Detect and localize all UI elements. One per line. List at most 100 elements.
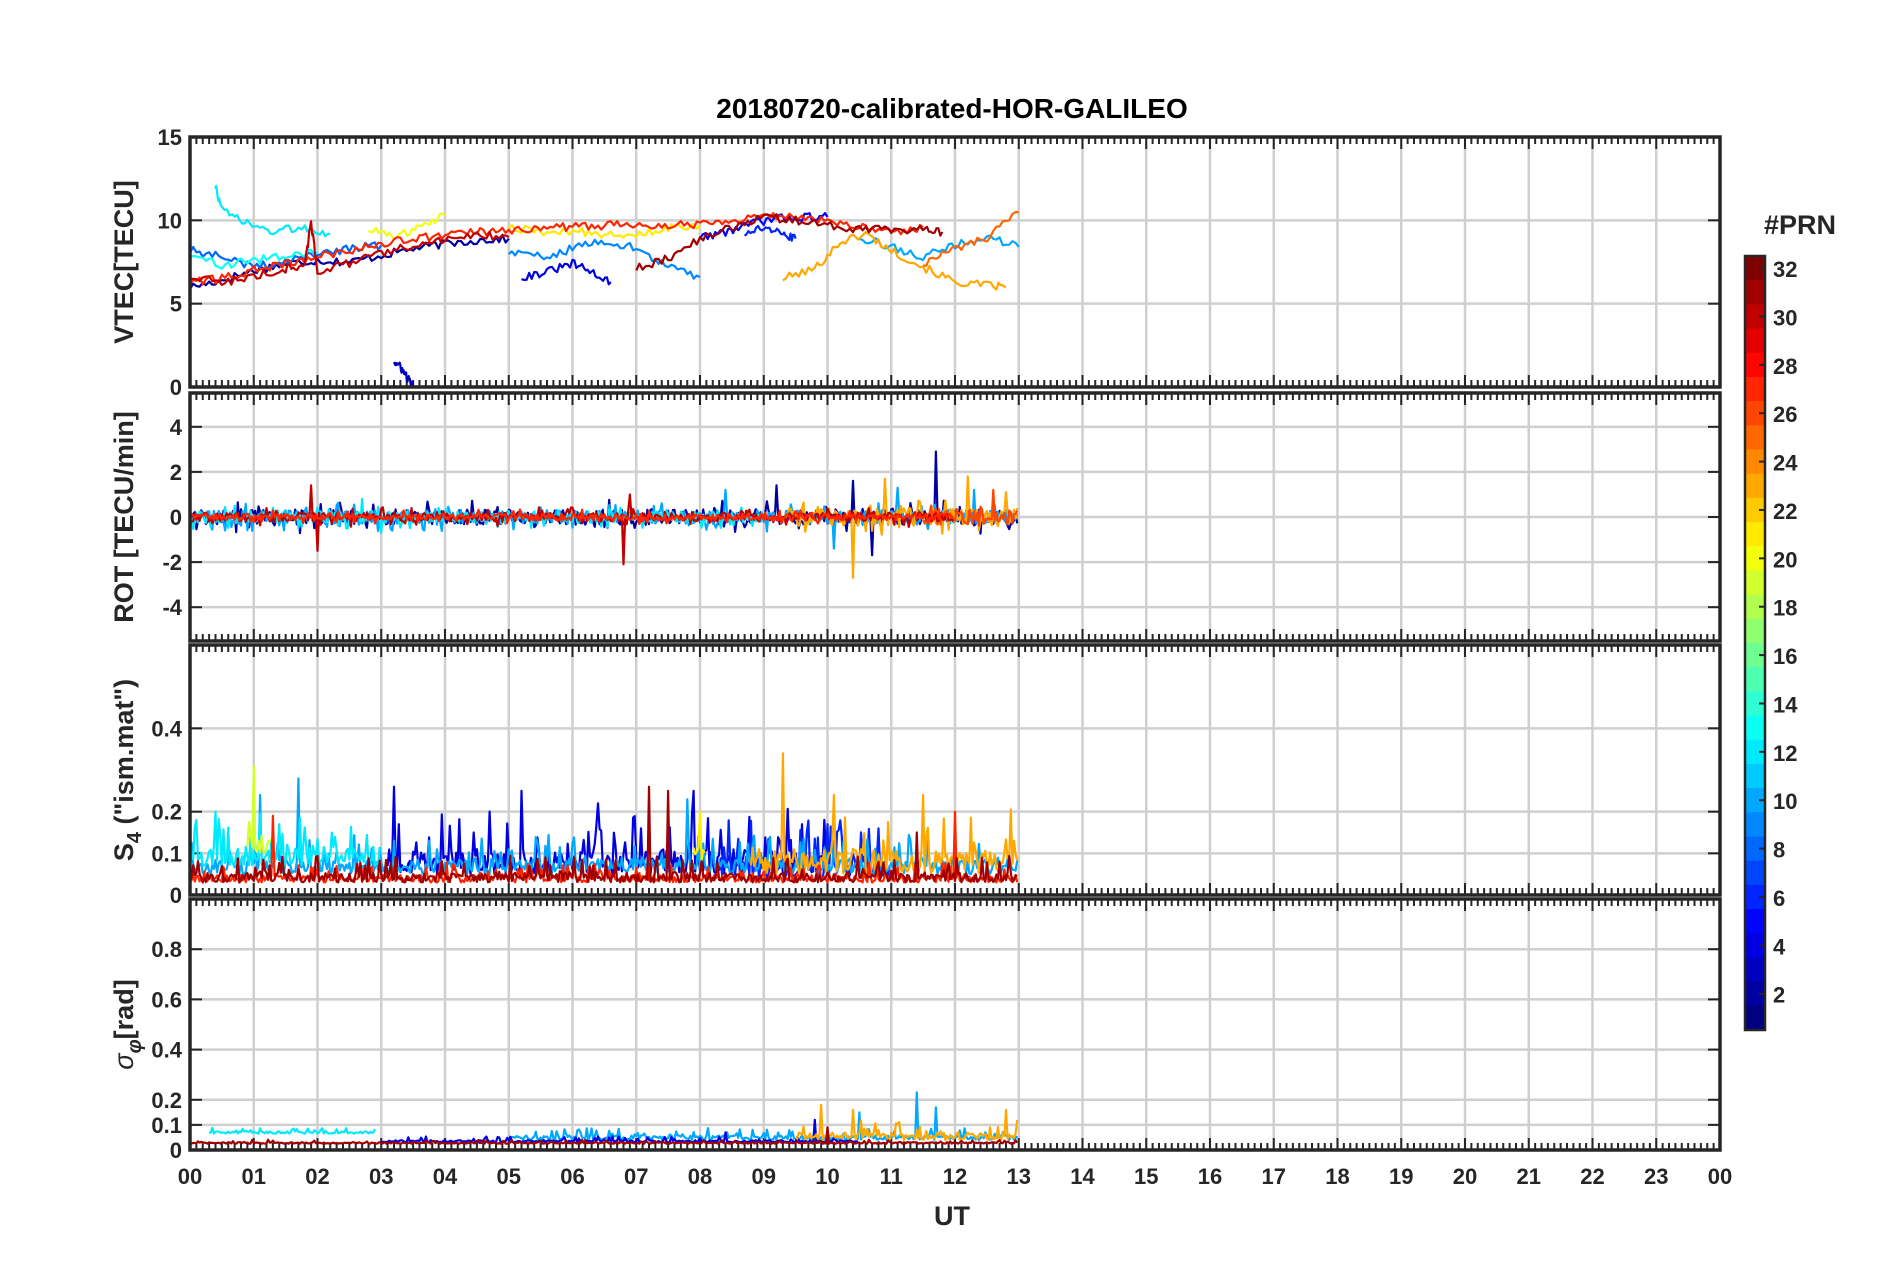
colorbar-segment xyxy=(1745,570,1765,596)
y-tick-label: 0.8 xyxy=(151,937,182,962)
series-line-prn-3 xyxy=(393,361,415,387)
ylabel-rest: ("ism.mat") xyxy=(109,679,139,832)
series-line-prn-20 xyxy=(367,212,446,240)
x-tick-label: 07 xyxy=(624,1164,648,1189)
series-line-prn-31 xyxy=(635,213,944,271)
colorbar-tick-label: 24 xyxy=(1773,451,1798,476)
colorbar-tick-label: 8 xyxy=(1773,838,1785,863)
colorbar-tick-label: 26 xyxy=(1773,402,1797,427)
x-tick-label: 00 xyxy=(178,1164,202,1189)
colorbar-tick-label: 16 xyxy=(1773,644,1797,669)
colorbar-segment xyxy=(1745,981,1765,1007)
series-line-prn-9 xyxy=(508,238,701,280)
series-line-prn-12 xyxy=(208,1126,376,1135)
colorbar-segment xyxy=(1745,836,1765,862)
x-tick-label: 04 xyxy=(433,1164,458,1189)
series-line-prn-19 xyxy=(246,764,274,854)
ylabel-subscript: φ xyxy=(124,1039,146,1053)
colorbar-frame xyxy=(1743,254,1767,1032)
series-line-prn-2 xyxy=(190,450,1019,557)
panel-rot: -4 -2 0 2 4 ROT [TECU/min] xyxy=(109,391,1722,643)
colorbar-tick-label: 18 xyxy=(1773,596,1797,621)
colorbar-segment xyxy=(1745,739,1765,765)
colorbar-tick-label: 30 xyxy=(1773,305,1797,330)
colorbar-segment xyxy=(1745,376,1765,402)
y-tick-label: 4 xyxy=(170,415,183,440)
x-tick-label: 18 xyxy=(1325,1164,1349,1189)
x-tick-label: 11 xyxy=(880,1164,903,1189)
series-line-prn-31 xyxy=(190,1126,1019,1145)
colorbar-segment xyxy=(1745,715,1765,741)
y-tick-label: 5 xyxy=(170,292,182,317)
colorbar-segment xyxy=(1745,1005,1765,1031)
colorbar-segment xyxy=(1745,401,1765,426)
colorbar-tick-label: 22 xyxy=(1773,499,1797,524)
x-axis-label: UT xyxy=(934,1201,970,1231)
colorbar-tick-label: 2 xyxy=(1773,983,1785,1008)
ylabel-main: σ xyxy=(109,1052,139,1070)
colorbar-segment xyxy=(1745,667,1765,692)
colorbar-tick-label: 10 xyxy=(1773,789,1797,814)
series-s4 xyxy=(190,752,1019,884)
colorbar-segment xyxy=(1745,860,1765,886)
colorbar-segment xyxy=(1745,497,1765,523)
y-tick-label: 0.2 xyxy=(151,800,182,825)
colorbar-segment xyxy=(1745,957,1765,983)
x-tick-label: 05 xyxy=(497,1164,521,1189)
colorbar-tick-label: 32 xyxy=(1773,257,1797,282)
colorbar-label: #PRN xyxy=(1764,210,1836,240)
series-line-prn-4 xyxy=(521,258,612,286)
y-tick-label: 15 xyxy=(158,125,182,150)
ylabel-rest: [rad] xyxy=(109,979,139,1039)
panel-s4: 00.10.20.4S4 ("ism.mat") xyxy=(109,643,1722,908)
x-tick-label: 21 xyxy=(1517,1164,1541,1189)
colorbar-segment xyxy=(1745,909,1765,934)
series-line-prn-10 xyxy=(859,234,1020,262)
series-line-prn-6 xyxy=(743,224,797,242)
y-tick-label: -4 xyxy=(162,595,182,620)
x-tick-label: 15 xyxy=(1134,1164,1158,1189)
y-tick-label: 0.4 xyxy=(151,1038,182,1063)
colorbar-segment xyxy=(1745,788,1765,813)
y-tick-label: 0 xyxy=(170,1138,182,1163)
colorbar-segment xyxy=(1745,280,1765,305)
colorbar-segment xyxy=(1745,691,1765,717)
colorbar-tick-label: 28 xyxy=(1773,354,1797,379)
y-tick-label: 0 xyxy=(170,375,182,400)
x-tick-label: 10 xyxy=(815,1164,839,1189)
colorbar-segment xyxy=(1745,425,1765,451)
colorbar-segment xyxy=(1745,304,1765,330)
panel-frame xyxy=(188,897,1722,1152)
series-line-prn-23 xyxy=(782,231,1007,291)
series-vtec xyxy=(190,184,1020,387)
colorbar-tick-label: 12 xyxy=(1773,741,1797,766)
series-line-prn-30 xyxy=(190,220,510,286)
y-tick-label: 0 xyxy=(170,883,182,908)
x-tick-label: 23 xyxy=(1644,1164,1668,1189)
series-rot xyxy=(190,450,1019,579)
y-tick-label: 0.2 xyxy=(151,1088,182,1113)
colorbar-tick-label: 4 xyxy=(1773,934,1786,959)
x-tick-label: 20 xyxy=(1453,1164,1477,1189)
colorbar-segment xyxy=(1745,618,1765,644)
series-sigma xyxy=(190,1091,1019,1145)
y-axis-label: S4 ("ism.mat") xyxy=(109,679,146,861)
y-tick-label: 0 xyxy=(170,505,182,530)
series-line-prn-31 xyxy=(190,785,1018,884)
colorbar-segment xyxy=(1745,763,1765,789)
x-tick-label: 22 xyxy=(1580,1164,1604,1189)
x-tick-label: 06 xyxy=(560,1164,584,1189)
y-tick-label: 0.6 xyxy=(151,987,182,1012)
y-tick-label: 0.1 xyxy=(151,841,182,866)
x-tick-label: 16 xyxy=(1198,1164,1222,1189)
colorbar-segment xyxy=(1745,884,1765,910)
x-tick-label: 02 xyxy=(305,1164,329,1189)
y-tick-label: 0.1 xyxy=(151,1113,182,1138)
series-line-prn-26 xyxy=(922,488,1019,527)
colorbar-segment xyxy=(1745,933,1765,959)
x-tick-label: 13 xyxy=(1007,1164,1031,1189)
colorbar-segment xyxy=(1745,522,1765,547)
y-axis-label: VTEC[TECU] xyxy=(109,180,139,344)
panel-frame xyxy=(188,135,1722,389)
